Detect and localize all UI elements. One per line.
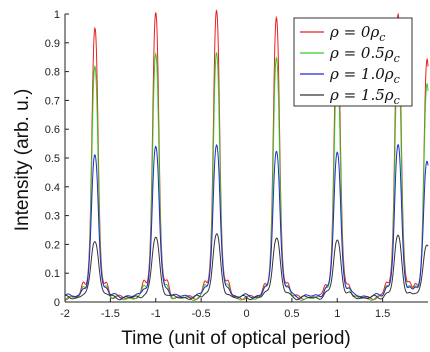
legend-entry: ρ = 0ρc — [329, 23, 385, 44]
legend-box — [293, 17, 413, 107]
y-tick-label: 0.6 — [45, 124, 60, 136]
x-tick-label: -1 — [151, 308, 161, 320]
y-tick-label: 0 — [54, 297, 60, 309]
x-tick-label: -2 — [60, 308, 70, 320]
legend-entry: ρ = 1.5ρc — [329, 86, 400, 107]
x-tick-label: 0.5 — [284, 308, 299, 320]
y-tick-label: 0.8 — [45, 67, 60, 79]
y-tick-label: 1 — [54, 9, 60, 21]
y-axis-label: Intensity (arb. u.) — [12, 89, 33, 232]
series-lines — [64, 9, 429, 302]
x-tick-label: -0.5 — [192, 308, 211, 320]
x-tick-label: 1.5 — [375, 308, 390, 320]
x-tick-label: 0 — [243, 308, 249, 320]
ticks: -2 -1.5 -1 -0.5 0 0.5 1 1.5 0 0.1 0.2 0.3 0.4 0.5 0.6 0… — [45, 9, 391, 320]
y-tick-label: 0.2 — [45, 239, 60, 251]
x-axis-label: Time (unit of optical period) — [121, 328, 351, 349]
x-tick-label: -1.5 — [101, 308, 120, 320]
y-tick-label: 0.7 — [45, 95, 60, 107]
x-tick-label: 1 — [334, 308, 340, 320]
legend-entry: ρ = 1.0ρc — [329, 65, 400, 86]
series-line-3 — [64, 233, 429, 301]
legend-entry: ρ = 0.5ρc — [329, 44, 400, 65]
y-tick-label: 0.3 — [45, 211, 60, 223]
y-tick-label: 0.1 — [45, 268, 60, 280]
y-tick-label: 0.9 — [45, 38, 60, 50]
y-tick-label: 0.4 — [45, 182, 60, 194]
y-tick-label: 0.5 — [45, 153, 60, 165]
